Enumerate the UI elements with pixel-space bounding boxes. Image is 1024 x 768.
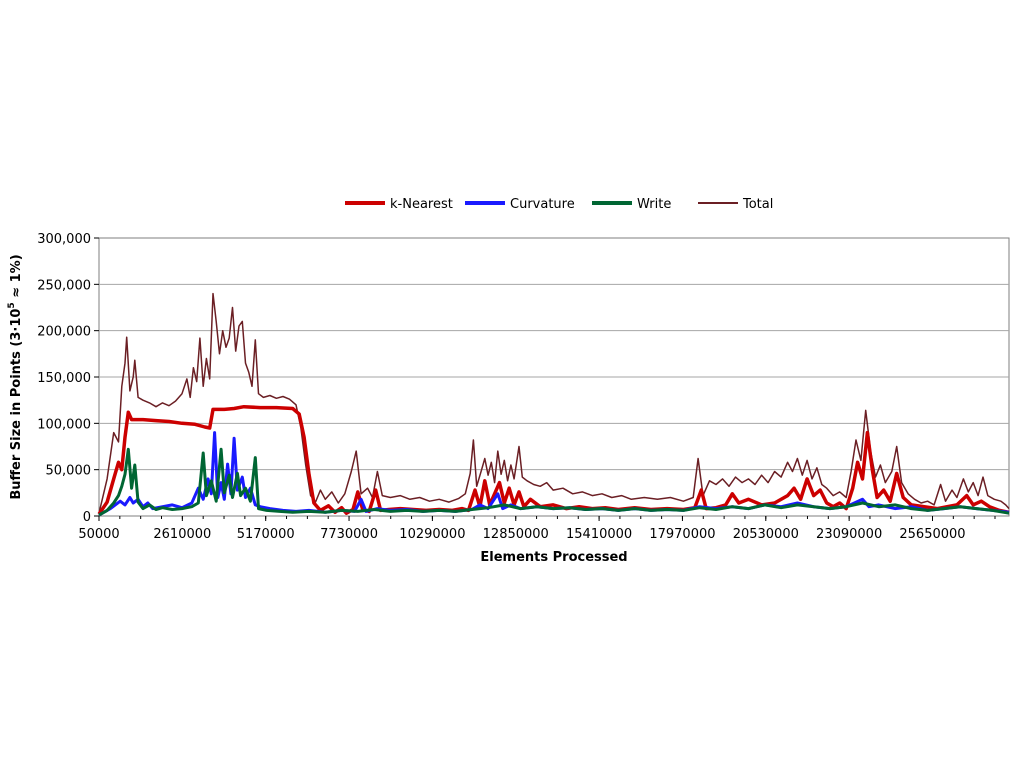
series-line-write: [98, 447, 1010, 517]
x-tick-label: 23090000: [816, 527, 882, 542]
legend-label: Curvature: [510, 197, 575, 212]
x-tick-label: 7730000: [320, 527, 378, 542]
legend: k-Nearest Curvature Write Total: [345, 197, 773, 212]
y-tick-label: 50,000: [46, 464, 92, 479]
y-tick-label: 150,000: [37, 371, 91, 386]
x-tick-label: 10290000: [399, 527, 465, 542]
x-axis-ticks: 50000 2610000 5170000 7730000 10290000 128500…: [78, 516, 996, 542]
x-tick-label: 5170000: [237, 527, 295, 542]
x-tick-label: 50000: [78, 527, 119, 542]
y-tick-label: 250,000: [37, 278, 91, 293]
series-layer: [97, 292, 1010, 517]
x-tick-label: 17970000: [649, 527, 715, 542]
x-axis-title: Elements Processed: [480, 550, 627, 565]
x-tick-label: 15410000: [566, 527, 632, 542]
legend-label: Total: [742, 197, 773, 212]
x-tick-label: 20530000: [733, 527, 799, 542]
x-tick-label: 12850000: [483, 527, 549, 542]
x-tick-label: 2610000: [153, 527, 211, 542]
y-axis-ticks: 0 50,000 100,000 150,000 200,000 250,000 300,0…: [37, 232, 99, 525]
y-axis-title-sup: 5: [7, 302, 17, 308]
legend-label: k-Nearest: [390, 197, 453, 212]
series-line-k-nearest: [97, 404, 1010, 516]
y-tick-label: 200,000: [37, 325, 91, 340]
y-tick-label: 0: [83, 510, 91, 525]
series-line-total: [98, 292, 1010, 514]
y-tick-label: 100,000: [37, 417, 91, 432]
y-axis-title: Buffer Size in Points (3·105 ≈ 1%): [7, 254, 24, 499]
y-axis-title-main: Buffer Size in Points (3·10: [9, 309, 24, 500]
y-tick-label: 300,000: [37, 232, 91, 247]
gridlines: [99, 283, 1009, 471]
legend-label: Write: [637, 197, 671, 212]
x-tick-label: 25650000: [899, 527, 965, 542]
y-axis-title-tail: ≈ 1%): [9, 254, 24, 302]
